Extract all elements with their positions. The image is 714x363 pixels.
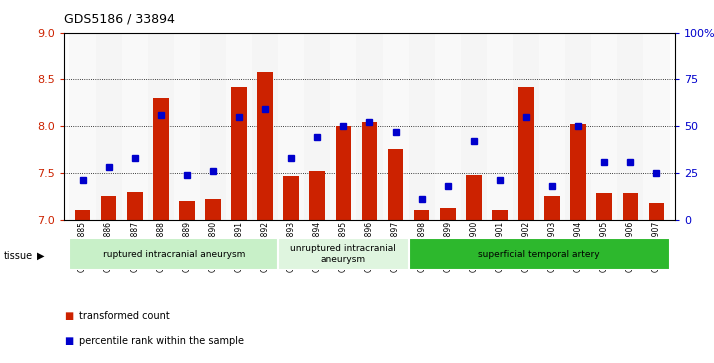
Bar xyxy=(331,33,356,220)
Bar xyxy=(153,98,169,220)
Bar xyxy=(75,210,91,220)
Bar xyxy=(278,238,408,270)
Text: ■: ■ xyxy=(64,336,74,346)
Bar xyxy=(596,193,612,220)
Bar xyxy=(200,33,226,220)
Text: ■: ■ xyxy=(64,311,74,321)
Bar xyxy=(408,238,670,270)
Bar xyxy=(466,175,482,220)
Bar xyxy=(127,192,143,220)
Bar xyxy=(539,33,565,220)
Text: GDS5186 / 33894: GDS5186 / 33894 xyxy=(64,13,175,26)
Bar xyxy=(565,33,591,220)
Bar xyxy=(205,199,221,220)
Bar xyxy=(414,210,430,220)
Bar xyxy=(570,124,586,220)
Bar xyxy=(356,33,383,220)
Bar xyxy=(148,33,174,220)
Bar xyxy=(278,33,304,220)
Bar xyxy=(231,87,247,220)
Bar xyxy=(96,33,121,220)
Bar xyxy=(383,33,408,220)
Bar xyxy=(461,33,487,220)
Bar xyxy=(362,122,377,220)
Bar xyxy=(643,33,670,220)
Text: ▶: ▶ xyxy=(37,251,45,261)
Bar xyxy=(618,33,643,220)
Bar xyxy=(440,208,456,220)
Bar xyxy=(623,193,638,220)
Bar xyxy=(435,33,461,220)
Text: tissue: tissue xyxy=(4,251,33,261)
Bar xyxy=(591,33,618,220)
Bar xyxy=(69,33,96,220)
Bar xyxy=(648,203,664,220)
Bar xyxy=(388,148,403,220)
Text: unruptured intracranial
aneurysm: unruptured intracranial aneurysm xyxy=(291,244,396,264)
Bar xyxy=(408,33,435,220)
Bar xyxy=(492,210,508,220)
Bar xyxy=(226,33,252,220)
Bar xyxy=(487,33,513,220)
Bar xyxy=(304,33,331,220)
Bar xyxy=(283,176,299,220)
Bar xyxy=(252,33,278,220)
Text: superficial temporal artery: superficial temporal artery xyxy=(478,250,600,258)
Text: ruptured intracranial aneurysm: ruptured intracranial aneurysm xyxy=(103,250,245,258)
Bar xyxy=(518,87,534,220)
Text: transformed count: transformed count xyxy=(79,311,169,321)
Bar xyxy=(336,126,351,220)
Bar xyxy=(121,33,148,220)
Bar xyxy=(69,238,278,270)
Bar xyxy=(179,201,195,220)
Bar xyxy=(101,196,116,220)
Bar xyxy=(513,33,539,220)
Text: percentile rank within the sample: percentile rank within the sample xyxy=(79,336,243,346)
Bar xyxy=(544,196,560,220)
Bar xyxy=(309,171,325,220)
Bar xyxy=(257,72,273,220)
Bar xyxy=(174,33,200,220)
